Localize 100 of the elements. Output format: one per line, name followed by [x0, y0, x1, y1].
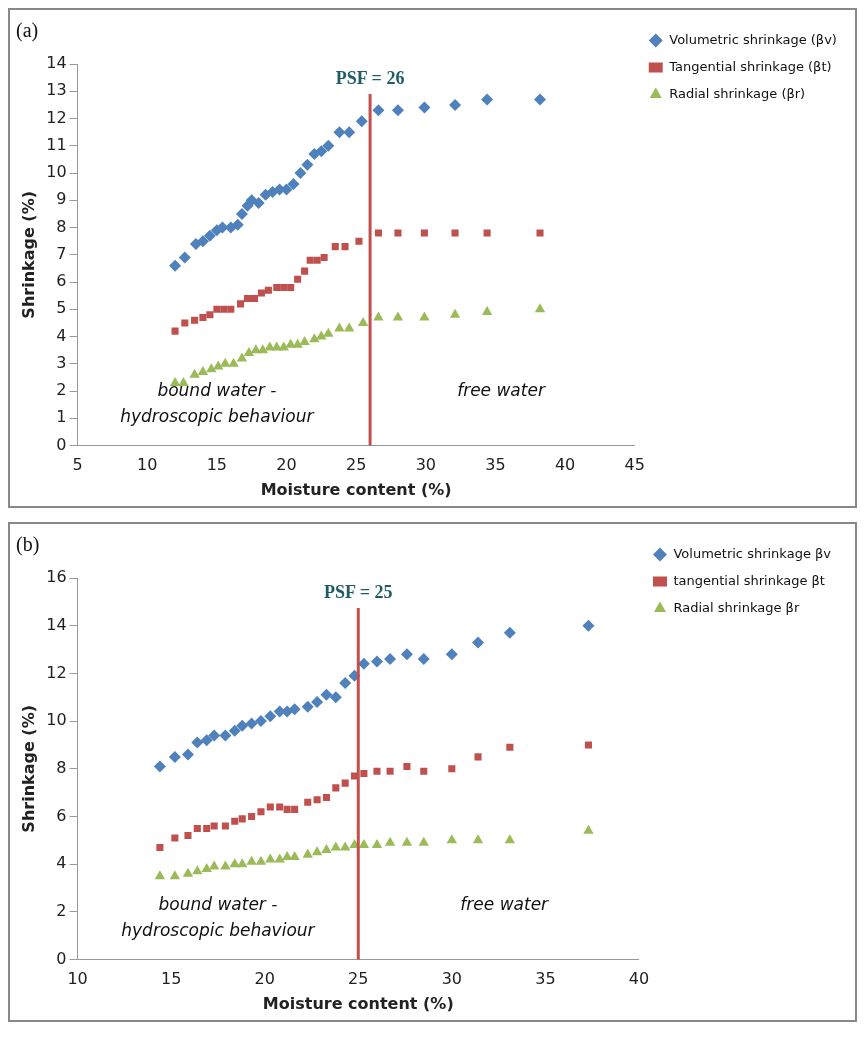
- point: [294, 275, 302, 283]
- point: [208, 860, 220, 870]
- point: [182, 867, 194, 877]
- y-tick-label: 9: [56, 189, 67, 209]
- point: [481, 306, 493, 316]
- point: [255, 855, 267, 865]
- point: [449, 98, 462, 111]
- x-axis-title: Moisture content (%): [260, 479, 452, 499]
- y-tick-label: 14: [46, 614, 67, 634]
- point: [302, 848, 313, 858]
- point: [154, 870, 166, 880]
- x-tick-label: 25: [345, 455, 367, 475]
- y-tick-label: 2: [56, 901, 67, 921]
- point: [299, 336, 310, 346]
- point: [203, 229, 216, 242]
- point: [245, 717, 258, 730]
- y-axis-title: Shrinkage (%): [18, 190, 38, 319]
- point: [322, 139, 335, 152]
- point: [227, 305, 235, 313]
- point: [220, 305, 228, 313]
- point: [276, 803, 284, 811]
- point: [280, 283, 288, 292]
- y-tick-label: 4: [56, 853, 67, 873]
- x-tick-label: 5: [72, 455, 83, 475]
- point: [254, 715, 267, 728]
- x-axis-title: Moisture content (%): [262, 993, 454, 1013]
- point: [236, 352, 248, 362]
- point: [420, 229, 428, 237]
- point: [237, 858, 248, 868]
- point: [417, 653, 430, 666]
- point: [199, 313, 207, 322]
- point: [231, 817, 239, 825]
- point: [373, 767, 381, 775]
- point: [201, 862, 212, 872]
- x-tick-label: 35: [485, 455, 506, 475]
- y-tick-label: 5: [56, 298, 67, 318]
- x-tick-label: 15: [206, 455, 228, 475]
- point: [237, 300, 245, 308]
- point: [329, 691, 342, 704]
- point: [206, 311, 214, 319]
- point: [257, 808, 265, 816]
- point: [189, 368, 200, 378]
- point: [228, 724, 241, 737]
- point: [257, 289, 265, 297]
- y-tick-label: 14: [46, 53, 67, 73]
- y-tick-label: 0: [56, 434, 67, 454]
- y-tick-label: 10: [46, 710, 67, 730]
- legend-label: Radial shrinkage (βr): [669, 85, 806, 101]
- point: [273, 283, 281, 292]
- point: [288, 703, 301, 716]
- point: [534, 303, 546, 313]
- point: [355, 237, 363, 245]
- point: [213, 360, 224, 370]
- point: [451, 229, 459, 237]
- point: [243, 346, 255, 356]
- point: [584, 741, 592, 749]
- point: [178, 251, 191, 264]
- point: [181, 319, 189, 327]
- y-tick-label: 16: [46, 567, 67, 587]
- point: [243, 294, 252, 302]
- point: [371, 839, 383, 849]
- y-tick-label: 7: [56, 243, 67, 263]
- point: [292, 338, 303, 348]
- y-tick-label: 11: [46, 134, 67, 154]
- point: [341, 243, 349, 251]
- point: [294, 167, 307, 180]
- point: [153, 760, 166, 773]
- point: [401, 836, 413, 846]
- point: [322, 793, 330, 801]
- point: [287, 283, 295, 292]
- y-tick-label: 2: [56, 380, 67, 400]
- point: [472, 834, 484, 844]
- point: [236, 719, 249, 732]
- point: [311, 696, 324, 709]
- point: [235, 207, 248, 220]
- point: [418, 101, 431, 114]
- point: [583, 824, 594, 834]
- point: [534, 93, 547, 106]
- point: [372, 104, 385, 117]
- x-tick-label: 35: [535, 969, 556, 989]
- point: [301, 267, 309, 275]
- point: [283, 805, 291, 813]
- point: [257, 344, 269, 354]
- point: [220, 860, 231, 870]
- point: [506, 743, 514, 751]
- point: [219, 729, 232, 742]
- point: [220, 357, 231, 367]
- point: [231, 218, 244, 231]
- point: [287, 177, 300, 190]
- point: [210, 822, 218, 830]
- point: [582, 619, 595, 632]
- point: [386, 767, 394, 775]
- point: [171, 327, 179, 335]
- point: [418, 836, 429, 846]
- point: [358, 839, 370, 849]
- point: [321, 843, 332, 853]
- point: [291, 805, 299, 813]
- point: [384, 836, 396, 846]
- point: [446, 834, 458, 844]
- point: [197, 366, 209, 376]
